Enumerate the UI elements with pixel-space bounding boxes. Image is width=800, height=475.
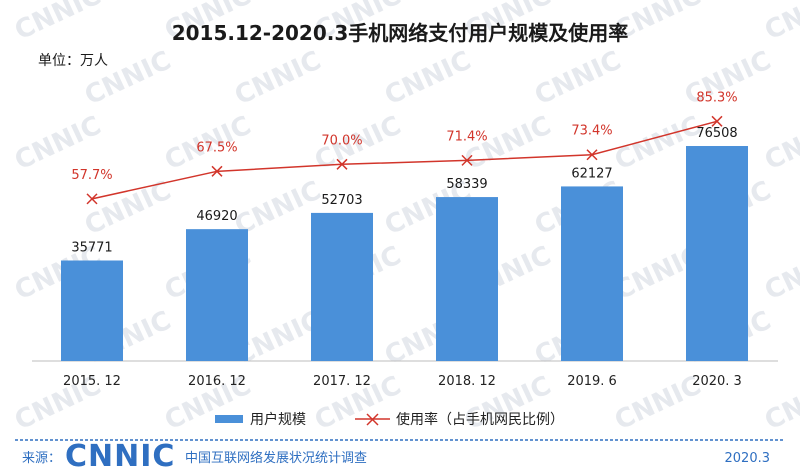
bar-label-4: 62127 (571, 166, 612, 181)
bar-label-3: 58339 (446, 177, 487, 192)
watermark-text: CNNIC (760, 371, 800, 437)
watermark-text: CNNIC (230, 46, 325, 112)
bar-label-2: 52703 (321, 193, 362, 208)
watermark-text: CNNIC (760, 0, 800, 46)
bar-3 (436, 197, 498, 361)
watermark-text: CNNIC (760, 241, 800, 307)
rate-point-1 (211, 165, 223, 177)
bar-2 (311, 212, 373, 361)
rate-label-3: 71.4% (446, 129, 487, 144)
rate-label-5: 85.3% (696, 90, 737, 105)
x-tick-1: 2016. 12 (188, 374, 246, 389)
watermark-text: CNNIC (10, 0, 105, 46)
rate-point-0 (86, 193, 98, 205)
footer-source-label: 来源： (22, 451, 61, 466)
chart-title: 2015.12-2020.3手机网络支付用户规模及使用率 (172, 21, 629, 45)
x-tick-2: 2017. 12 (313, 374, 371, 389)
watermark-text: CNNIC (80, 176, 175, 242)
legend-label-line: 使用率（占手机网民比例） (396, 411, 564, 428)
bar-labels: 35771 46920 52703 58339 62127 76508 (71, 126, 737, 255)
rate-point-3 (461, 154, 473, 166)
rate-label-4: 73.4% (571, 124, 612, 139)
legend-swatch-bar (215, 415, 243, 423)
x-tick-labels: 2015. 12 2016. 12 2017. 12 2018. 12 2019. 6 2… (63, 374, 742, 389)
bar-label-0: 35771 (71, 240, 112, 255)
rate-label-0: 57.7% (71, 168, 112, 183)
unit-label: 单位：万人 (38, 53, 108, 69)
bar-1 (186, 229, 248, 361)
rate-labels: 57.7% 67.5% 70.0% 71.4% 73.4% 85.3% (71, 90, 737, 183)
bar-5 (686, 146, 748, 361)
footer-logo: CNNIC (65, 439, 175, 474)
footer-org: 中国互联网络发展状况统计调查 (185, 450, 367, 466)
watermark-text: CNNIC (380, 46, 475, 112)
rate-series (86, 115, 723, 205)
watermark-text: CNNIC (530, 46, 625, 112)
watermark-text: CNNIC (10, 111, 105, 177)
rate-line (91, 120, 718, 200)
bar-4 (561, 186, 623, 361)
x-tick-4: 2019. 6 (567, 374, 617, 389)
rate-point-5 (711, 115, 723, 127)
x-tick-3: 2018. 12 (438, 374, 496, 389)
bar-series (61, 146, 748, 361)
legend-label-bar: 用户规模 (250, 411, 306, 428)
rate-point-2 (336, 158, 348, 170)
watermark-text: CNNIC (760, 111, 800, 177)
bar-0 (61, 260, 123, 361)
legend-swatch-marker (366, 413, 379, 426)
x-tick-5: 2020. 3 (692, 374, 742, 389)
rate-label-2: 70.0% (321, 133, 362, 148)
rate-point-4 (586, 149, 598, 161)
rate-label-1: 67.5% (196, 140, 237, 155)
bar-label-1: 46920 (196, 209, 237, 224)
legend: 用户规模 使用率（占手机网民比例） (215, 411, 564, 428)
bar-label-5: 76508 (696, 126, 737, 141)
footer-date: 2020.3 (725, 451, 771, 466)
x-tick-0: 2015. 12 (63, 374, 121, 389)
